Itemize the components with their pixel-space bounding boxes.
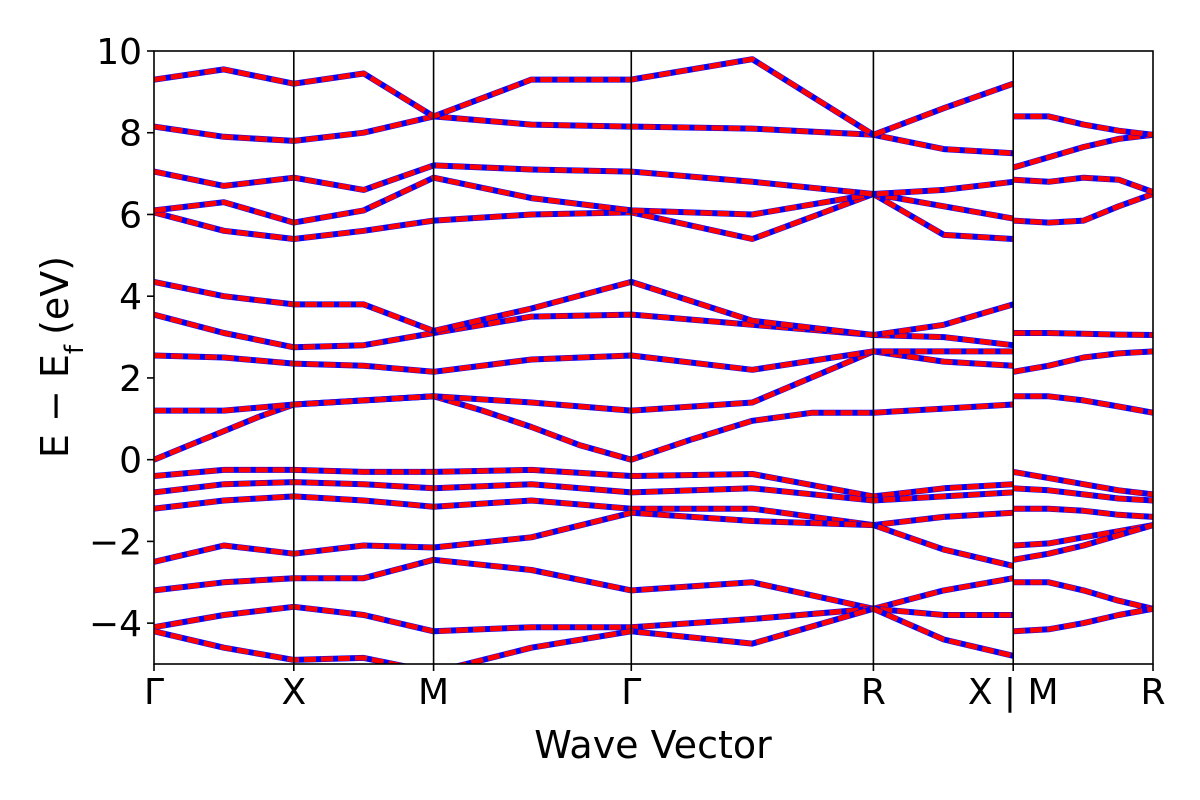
band-2-3: [1013, 330, 1153, 338]
band-2-12: [1013, 175, 1153, 195]
band-2-14: [1013, 113, 1153, 138]
y-tick-label: 8: [119, 114, 142, 155]
x-axis-label: Wave Vector: [534, 723, 772, 767]
band-2-13: [1012, 132, 1153, 170]
band-2-1: [1013, 393, 1153, 416]
band-1-14: [154, 175, 1014, 226]
x-tick-label: Γ: [144, 672, 164, 713]
band-1-15: [154, 162, 1014, 197]
y-tick-label: 2: [119, 359, 142, 400]
band-1-13: [154, 191, 1014, 242]
band-1-17: [154, 56, 1015, 138]
y-tick-label: 6: [119, 195, 142, 236]
band-2-9: [1013, 579, 1153, 612]
band-2-8: [1012, 522, 1153, 563]
y-axis-label-unit: (eV): [33, 256, 77, 335]
y-axis-label-subscript: f: [60, 344, 90, 354]
x-tick-label: R: [861, 672, 886, 713]
band-1-4: [154, 312, 1014, 350]
y-tick-label: 0: [119, 441, 142, 482]
band-1-16: [154, 113, 1014, 156]
high-symmetry-lines: [292, 51, 1015, 664]
x-tick-label: R: [1140, 672, 1165, 713]
band-lines: [154, 56, 1153, 664]
band-1-7: [154, 479, 1014, 503]
band-1-5-overlay: [154, 278, 1015, 338]
band-2-4: [1012, 469, 1153, 497]
y-tick-label: −4: [89, 604, 142, 645]
band-2-5: [1013, 485, 1153, 503]
x-axis-ticks: Γ X M Γ R X | M R: [144, 664, 1166, 713]
x-tick-label: Γ: [621, 672, 641, 713]
x-tick-label: X | M: [968, 672, 1059, 713]
x-tick-label: M: [418, 672, 449, 713]
y-tick-label: −2: [89, 522, 142, 563]
band-1-6: [154, 467, 1014, 499]
band-1-10: [154, 557, 1014, 612]
band-1-1: [154, 393, 1014, 463]
band-1-8: [154, 493, 1014, 528]
band-1-11: [154, 604, 1014, 634]
band-2-10: [1013, 606, 1153, 634]
band-1-2: [154, 348, 1014, 414]
y-tick-label: 10: [96, 32, 142, 73]
y-tick-label: 4: [119, 277, 142, 318]
band-2-11: [1013, 191, 1153, 226]
band-2-2: [1012, 348, 1153, 375]
band-2-6: [1013, 506, 1153, 520]
y-axis-label-main: E − E: [33, 354, 77, 458]
y-axis-ticks: −4 −2 0 2 4 6 8 10: [89, 32, 154, 645]
plot-frame: [153, 50, 1154, 665]
band-1-9: [154, 510, 1014, 569]
x-tick-label: X: [281, 672, 306, 713]
band-1-3: [154, 348, 1014, 375]
y-axis-label: E − Ef (eV): [33, 256, 90, 458]
band-2-7: [1013, 522, 1153, 548]
svg-text:E − Ef(eV): E − Ef (eV): [33, 256, 90, 458]
band-1-12: [154, 606, 1014, 664]
